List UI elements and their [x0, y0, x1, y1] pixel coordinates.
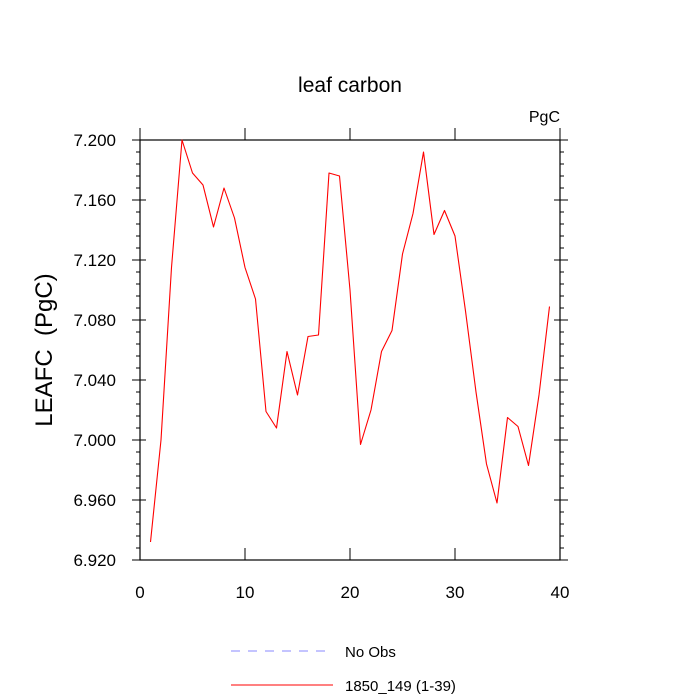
y-tick-label: 7.080 [73, 311, 116, 330]
legend-label-1850-149: 1850_149 (1-39) [345, 678, 456, 695]
x-tick-label: 40 [551, 583, 570, 602]
axis-ticks [132, 128, 568, 561]
x-tick-labels: 0 10 20 30 40 [135, 583, 569, 602]
x-tick-label: 0 [135, 583, 144, 602]
legend: No Obs 1850_149 (1-39) [231, 644, 456, 695]
y-tick-labels: 6.920 6.960 7.000 7.040 7.080 7.120 7.160 7.200 [73, 131, 116, 570]
x-tick-label: 10 [236, 583, 255, 602]
y-axis-label: LEAFC (PgC) [31, 273, 58, 426]
chart-title: leaf carbon [298, 74, 402, 97]
y-tick-label: 7.160 [73, 191, 116, 210]
y-tick-label: 7.200 [73, 131, 116, 150]
units-label: PgC [529, 109, 560, 126]
y-tick-label: 7.000 [73, 431, 116, 450]
x-tick-label: 20 [341, 583, 360, 602]
series-layer [149, 139, 551, 543]
y-tick-label: 6.960 [73, 491, 116, 510]
y-tick-label: 7.040 [73, 371, 116, 390]
y-tick-label: 7.120 [73, 251, 116, 270]
series-line [149, 139, 551, 543]
legend-label-no-obs: No Obs [345, 644, 396, 661]
plot-frame [139, 139, 561, 561]
y-tick-label: 6.920 [73, 551, 116, 570]
x-tick-label: 30 [446, 583, 465, 602]
